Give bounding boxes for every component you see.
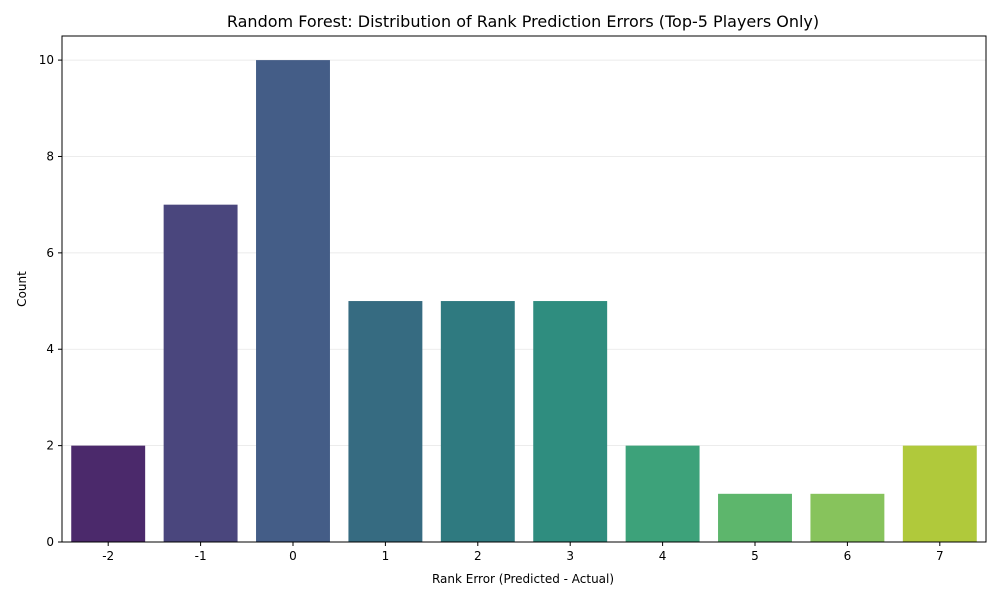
bar xyxy=(440,301,515,542)
y-tick-label: 10 xyxy=(39,53,54,67)
x-tick-label: 0 xyxy=(289,549,297,563)
bar xyxy=(256,60,330,542)
x-axis-label: Rank Error (Predicted - Actual) xyxy=(432,572,614,586)
bars xyxy=(71,60,977,542)
x-tick-label: 2 xyxy=(474,549,482,563)
y-axis-label: Count xyxy=(15,271,29,307)
x-tick-label: 6 xyxy=(844,549,852,563)
x-tick-label: 4 xyxy=(659,549,667,563)
bar xyxy=(348,301,423,542)
bar xyxy=(71,445,146,542)
y-tick-label: 8 xyxy=(46,149,54,163)
bar xyxy=(163,204,238,542)
x-tick-label: 7 xyxy=(936,549,944,563)
x-tick-label: 5 xyxy=(751,549,759,563)
plot-frame xyxy=(61,35,987,543)
bar xyxy=(533,301,608,542)
bar xyxy=(625,445,700,542)
x-tick-label: -1 xyxy=(195,549,207,563)
x-tick-label: 1 xyxy=(382,549,390,563)
y-tick-label: 6 xyxy=(46,246,54,260)
y-tick-label: 0 xyxy=(46,535,54,549)
bar xyxy=(810,493,885,542)
axes xyxy=(61,35,987,543)
chart-title: Random Forest: Distribution of Rank Pred… xyxy=(227,12,819,31)
x-axis-ticks: -2 -1 0 1 2 3 4 5 6 7 xyxy=(102,542,944,563)
y-tick-label: 4 xyxy=(46,342,54,356)
bar xyxy=(902,445,977,542)
x-tick-label: 3 xyxy=(566,549,574,563)
x-tick-label: -2 xyxy=(102,549,114,563)
y-axis-ticks: 0 2 4 6 8 10 xyxy=(39,53,62,549)
bar xyxy=(718,493,792,542)
y-tick-label: 2 xyxy=(46,439,54,453)
